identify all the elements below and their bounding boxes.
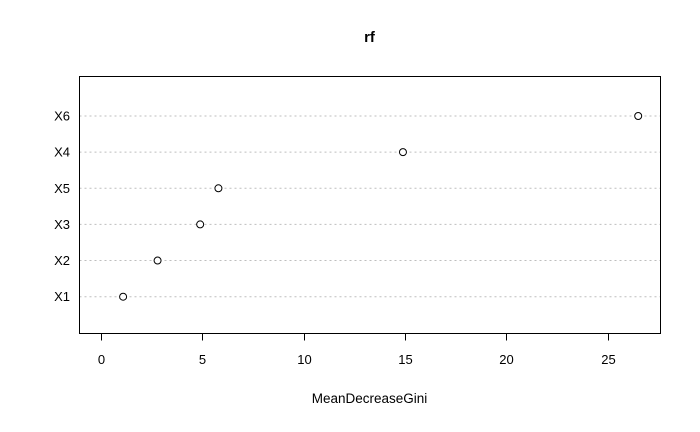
- x-tick-label-5: 5: [199, 352, 206, 367]
- y-category-label-x1: X1: [54, 289, 70, 304]
- data-point-x2: [153, 256, 162, 265]
- x-axis-label: MeanDecreaseGini: [311, 391, 428, 406]
- y-category-label-x5: X5: [54, 181, 70, 196]
- data-point-x5: [214, 184, 223, 193]
- plot-border: [79, 76, 661, 334]
- x-tick-label-0: 0: [98, 352, 105, 367]
- data-point-x3: [196, 220, 205, 229]
- y-category-label-x3: X3: [54, 217, 70, 232]
- data-point-x6: [634, 112, 643, 120]
- x-tick-label-15: 15: [398, 352, 412, 367]
- x-tick-label-10: 10: [297, 352, 311, 367]
- y-category-label-x2: X2: [54, 253, 70, 268]
- y-category-label-x6: X6: [54, 109, 70, 124]
- data-point-x1: [119, 292, 128, 301]
- chart-title: rf: [364, 29, 375, 46]
- x-tick-label-20: 20: [499, 352, 513, 367]
- data-point-x4: [398, 148, 407, 157]
- y-category-label-x4: X4: [54, 145, 70, 160]
- x-tick-label-25: 25: [601, 352, 615, 367]
